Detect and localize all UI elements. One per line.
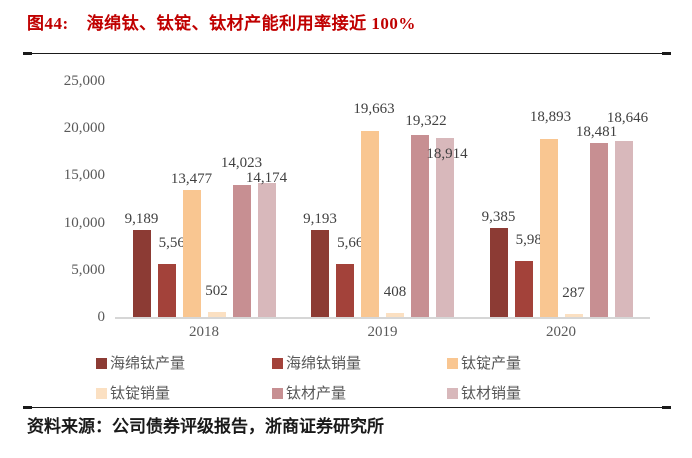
legend-item-钛锭产量: 钛锭产量: [447, 352, 521, 373]
x-axis-label-2018: 2018: [189, 324, 219, 340]
data-label: 502: [205, 283, 228, 300]
figure-number: 图44:: [27, 14, 69, 33]
y-axis-tick-label: 10,000: [63, 214, 105, 231]
legend-swatch: [272, 358, 283, 369]
data-label: 9,193: [303, 211, 337, 228]
legend-item-海绵钛产量: 海绵钛产量: [96, 352, 185, 373]
source-note: 资料来源：公司债券评级报告，浙商证券研究所: [27, 417, 384, 436]
bar-海绵钛销量-2018: [157, 264, 176, 317]
data-label: 13,477: [170, 170, 213, 187]
legend-label: 钛锭销量: [110, 386, 171, 402]
bar-海绵钛产量-2018: [132, 230, 151, 317]
y-axis-tick-label: 25,000: [63, 73, 105, 89]
data-label: 9,189: [124, 211, 159, 228]
legend-swatch: [447, 388, 458, 399]
legend-label: 海绵钛销量: [286, 356, 362, 372]
bar-钛材产量-2019: [411, 134, 429, 317]
legend-swatch: [96, 388, 107, 399]
bar-钛锭销量-2018: [207, 312, 226, 317]
x-axis-line: [115, 317, 650, 319]
x-axis-label-2019: 2019: [367, 324, 398, 340]
legend-swatch: [272, 388, 283, 399]
bar-钛材销量-2019: [436, 138, 454, 317]
bar-海绵钛销量-2019: [336, 263, 354, 317]
bottom-divider: [23, 406, 671, 409]
data-label: 18,893: [529, 108, 572, 125]
legend-label: 钛材销量: [461, 386, 522, 402]
data-label: 18,646: [606, 109, 649, 126]
bar-钛锭销量-2019: [386, 313, 404, 317]
legend-item-钛材产量: 钛材产量: [272, 382, 346, 403]
x-axis-label-2020: 2020: [546, 324, 576, 340]
bar-钛材销量-2020: [614, 140, 633, 317]
y-axis-tick-label: 20,000: [63, 120, 105, 137]
bar-chart: 25,000 20,000 15,000 10,000 5,000 0 9,189 5,564…: [0, 60, 692, 350]
data-label: 18,481: [575, 123, 618, 140]
legend-swatch: [96, 358, 107, 369]
data-label: 14,174: [245, 170, 288, 187]
bar-钛材销量-2018: [257, 183, 276, 317]
figure-title: 图44: 海绵钛、钛锭、钛材产能利用率接近 100%: [27, 9, 416, 34]
data-label: 19,322: [405, 112, 447, 129]
data-label: 287: [562, 285, 585, 302]
data-label: 19,663: [353, 101, 395, 118]
y-axis-tick-label: 0: [97, 309, 106, 325]
legend-label: 钛材产量: [286, 386, 347, 402]
data-label: 18,914: [426, 146, 468, 163]
legend-item-钛锭销量: 钛锭销量: [96, 382, 170, 403]
bar-海绵钛销量-2020: [514, 260, 533, 317]
top-divider: [23, 52, 671, 55]
legend-swatch: [447, 358, 458, 369]
figure-title-text: 海绵钛、钛锭、钛材产能利用率接近 100%: [86, 14, 416, 33]
legend-label: 钛锭产量: [461, 356, 522, 372]
bar-钛锭产量-2020: [539, 138, 558, 317]
legend-item-钛材销量: 钛材销量: [447, 382, 521, 403]
bar-钛锭产量-2019: [361, 131, 379, 317]
bar-钛锭销量-2020: [564, 314, 583, 317]
bar-钛材产量-2018: [232, 184, 251, 317]
bar-钛锭产量-2018: [182, 189, 201, 317]
bar-海绵钛产量-2020: [489, 228, 508, 317]
bar-海绵钛产量-2019: [311, 230, 329, 317]
y-axis-tick-label: 15,000: [63, 167, 105, 184]
data-label: 14,023: [220, 154, 263, 171]
legend-label: 海绵钛产量: [110, 356, 186, 372]
data-label: 408: [383, 284, 407, 301]
y-axis-tick-label: 5,000: [71, 261, 105, 278]
legend-item-海绵钛销量: 海绵钛销量: [272, 352, 361, 373]
bar-钛材产量-2020: [589, 142, 608, 317]
data-label: 9,385: [481, 209, 516, 226]
